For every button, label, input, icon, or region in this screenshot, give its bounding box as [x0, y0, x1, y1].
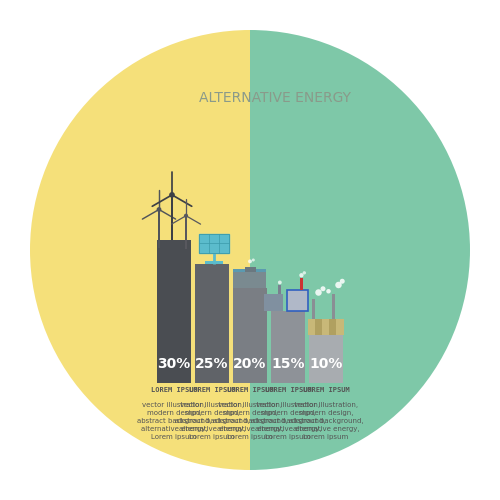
FancyBboxPatch shape	[316, 319, 322, 335]
FancyBboxPatch shape	[287, 290, 308, 311]
FancyBboxPatch shape	[300, 278, 303, 289]
FancyBboxPatch shape	[195, 264, 229, 382]
FancyBboxPatch shape	[278, 285, 281, 294]
Circle shape	[340, 279, 344, 284]
Wedge shape	[250, 30, 470, 470]
Text: 25%: 25%	[195, 358, 229, 372]
FancyBboxPatch shape	[330, 319, 336, 335]
Text: ALTERNATIVE ENERGY: ALTERNATIVE ENERGY	[199, 90, 351, 104]
FancyBboxPatch shape	[234, 269, 266, 272]
Polygon shape	[199, 234, 229, 253]
FancyBboxPatch shape	[271, 311, 305, 382]
Circle shape	[248, 260, 252, 264]
Circle shape	[335, 282, 342, 288]
FancyBboxPatch shape	[309, 335, 343, 382]
FancyBboxPatch shape	[234, 272, 266, 287]
Circle shape	[184, 214, 188, 218]
FancyBboxPatch shape	[205, 261, 223, 264]
Circle shape	[315, 289, 322, 296]
FancyBboxPatch shape	[158, 208, 160, 248]
Text: vector illustration,
modern design,
abstract background,
alternative energy,
Lor: vector illustration, modern design, abst…	[212, 402, 288, 440]
FancyBboxPatch shape	[308, 319, 316, 335]
Circle shape	[278, 280, 282, 284]
FancyBboxPatch shape	[312, 299, 316, 319]
Circle shape	[326, 289, 330, 294]
FancyBboxPatch shape	[244, 267, 256, 272]
Text: 20%: 20%	[234, 358, 266, 372]
Text: LOREM IPSUM: LOREM IPSUM	[264, 388, 312, 394]
Text: LOREM IPSUM: LOREM IPSUM	[302, 388, 350, 394]
Wedge shape	[30, 30, 250, 470]
Text: vector illustration,
modern design,
abstract background,
alternative energy,
Lor: vector illustration, modern design, abst…	[136, 402, 212, 440]
FancyBboxPatch shape	[185, 214, 187, 249]
Circle shape	[252, 258, 255, 262]
Text: LOREM IPSUM: LOREM IPSUM	[226, 388, 274, 394]
FancyBboxPatch shape	[157, 240, 191, 382]
Circle shape	[300, 273, 304, 278]
Text: 10%: 10%	[310, 358, 342, 372]
FancyBboxPatch shape	[332, 294, 335, 319]
Text: LOREM IPSUM: LOREM IPSUM	[188, 388, 236, 394]
Circle shape	[302, 271, 306, 274]
FancyBboxPatch shape	[233, 288, 267, 382]
FancyBboxPatch shape	[170, 192, 173, 240]
FancyBboxPatch shape	[336, 319, 344, 335]
Text: 30%: 30%	[158, 358, 190, 372]
Circle shape	[320, 286, 326, 291]
FancyBboxPatch shape	[322, 319, 330, 335]
FancyBboxPatch shape	[264, 294, 283, 311]
Text: 15%: 15%	[271, 358, 305, 372]
Text: vector illustration,
modern design,
abstract background,
alternative energy,
Lor: vector illustration, modern design, abst…	[288, 402, 364, 440]
Text: LOREM IPSUM: LOREM IPSUM	[150, 388, 198, 394]
Circle shape	[169, 192, 175, 198]
Text: vector illustration,
modern design,
abstract background,
alternative energy,
Lor: vector illustration, modern design, abst…	[174, 402, 250, 440]
Text: vector illustration,
modern design,
abstract background,
alternative energy,
Lor: vector illustration, modern design, abst…	[250, 402, 326, 440]
Circle shape	[156, 207, 162, 212]
